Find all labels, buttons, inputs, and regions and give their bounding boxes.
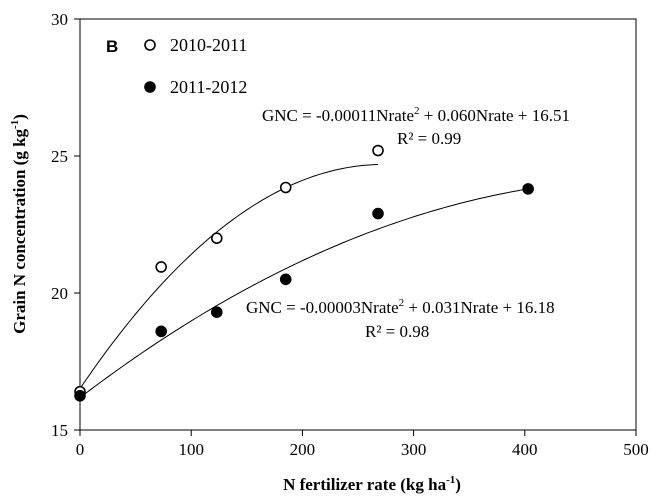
y-tick-label: 25 xyxy=(51,147,68,166)
r2-2011-2012: R² = 0.98 xyxy=(365,322,429,341)
legend-label-2010-2011: 2010-2011 xyxy=(170,35,247,55)
r2-2010-2011: R² = 0.99 xyxy=(397,129,461,148)
x-axis-title: N fertilizer rate (kg ha-1) xyxy=(283,474,461,494)
x-tick-label: 500 xyxy=(623,440,649,459)
fit-curve-2011-2012 xyxy=(79,188,529,399)
y-axis-title: Grain N concentration (g kg-1) xyxy=(9,114,29,334)
y-tick-label: 30 xyxy=(51,10,68,29)
equation-2010-2011: GNC = -0.00011Nrate2 + 0.060Nrate + 16.5… xyxy=(262,105,570,125)
data-point-2011-2012 xyxy=(210,306,223,318)
legend: 2010-2011 2011-2012 xyxy=(144,35,247,97)
x-tick-label: 300 xyxy=(401,440,427,459)
data-point-2010-2011 xyxy=(279,181,292,194)
equation-2011-2012: GNC = -0.00003Nrate2 + 0.031Nrate + 16.1… xyxy=(246,297,555,317)
plot-area-border xyxy=(79,18,637,431)
x-tick-label: 400 xyxy=(512,440,538,459)
panel-label: B xyxy=(106,37,118,56)
data-point-2011-2012 xyxy=(155,325,167,338)
legend-marker-2011-2012 xyxy=(144,81,156,93)
y-tick-label: 20 xyxy=(51,284,68,303)
legend-marker-2010-2011 xyxy=(144,39,156,51)
x-tick-label: 200 xyxy=(290,440,316,459)
data-point-2011-2012 xyxy=(74,389,86,402)
fit-curve-2010-2011 xyxy=(79,164,379,389)
data-point-2011-2012 xyxy=(522,183,534,195)
legend-label-2011-2012: 2011-2012 xyxy=(170,77,247,97)
x-tick-label: 100 xyxy=(178,440,204,459)
data-point-2011-2012 xyxy=(279,273,292,286)
y-tick-label: 15 xyxy=(51,421,68,440)
data-point-2010-2011 xyxy=(155,261,167,273)
data-point-2010-2011 xyxy=(210,232,223,244)
data-point-2011-2012 xyxy=(372,207,384,220)
x-tick-label: 0 xyxy=(76,440,85,459)
data-point-2010-2011 xyxy=(372,144,384,157)
